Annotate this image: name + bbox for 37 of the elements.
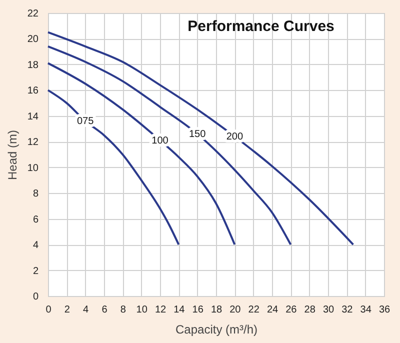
y-tick-label: 2 — [32, 266, 39, 277]
x-tick-label: 0 — [46, 304, 52, 316]
x-tick-label: 12 — [154, 304, 166, 316]
x-tick-label: 16 — [192, 304, 204, 316]
x-tick-label: 34 — [360, 304, 372, 316]
y-tick-label: 20 — [27, 34, 39, 46]
y-tick-label: 22 — [27, 8, 39, 20]
x-axis-title: Capacity (m³/h) — [175, 322, 258, 336]
x-tick-label: 14 — [174, 304, 186, 316]
x-tick-label: 32 — [342, 304, 354, 316]
x-tick-label: 8 — [120, 304, 126, 316]
x-tick-label: 10 — [136, 304, 148, 316]
line-series — [47, 89, 180, 246]
x-tick-label: 26 — [286, 304, 298, 316]
chart-title: Performance Curves — [188, 18, 334, 35]
y-tick-label: 8 — [32, 188, 39, 200]
x-tick-label: 20 — [230, 304, 242, 316]
line-series — [47, 31, 354, 246]
y-tick-label: 0 — [32, 292, 39, 302]
y-tick-label: 4 — [32, 240, 39, 252]
x-tick-label: 4 — [83, 304, 90, 316]
y-tick-label: 10 — [27, 162, 39, 174]
y-tick-label: 16 — [27, 86, 39, 97]
x-tick-label: 22 — [248, 304, 260, 316]
x-tick-label: 18 — [210, 304, 222, 316]
x-tick-label: 6 — [102, 304, 108, 316]
y-axis-title: Head (m) — [5, 130, 20, 180]
x-tick-label: 30 — [322, 304, 334, 316]
y-tick-label: 12 — [27, 137, 39, 148]
x-tick-label: 36 — [378, 304, 390, 316]
x-tick-label: 28 — [304, 304, 316, 316]
y-tick-label: 18 — [27, 60, 39, 71]
line-series — [47, 45, 292, 246]
x-tick-label: 2 — [64, 304, 70, 316]
x-tick-label: 24 — [266, 304, 278, 316]
y-tick-label: 14 — [27, 111, 39, 122]
y-tick-label: 6 — [32, 214, 39, 226]
